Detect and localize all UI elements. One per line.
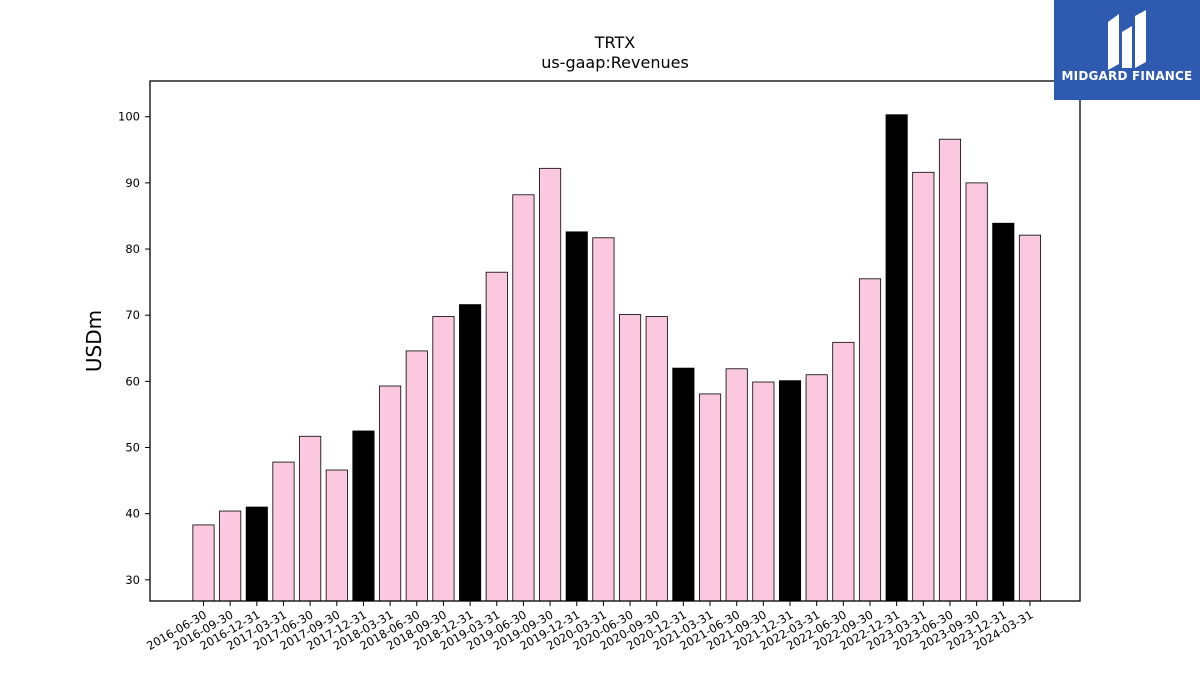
plot-frame	[149, 80, 1081, 602]
bar-2018-06-30	[405, 350, 428, 602]
bar-2023-09-30	[965, 182, 988, 602]
bar-2017-09-30	[325, 469, 348, 602]
bar-2020-06-30	[619, 314, 642, 602]
bar-2019-09-30	[539, 167, 562, 602]
bars-group	[192, 114, 1042, 602]
bar-2024-03-31	[1018, 234, 1042, 602]
bar-2021-03-31	[698, 393, 722, 602]
bar-2019-06-30	[512, 194, 535, 602]
y-tick-label: 30	[125, 573, 140, 587]
bar-2023-06-30	[938, 138, 962, 602]
bar-2016-12-31	[245, 506, 268, 602]
y-tick-label: 100	[118, 110, 140, 124]
y-tick-label: 60	[125, 374, 140, 388]
bar-2019-12-31	[565, 231, 588, 602]
bar-2022-03-31	[805, 374, 828, 602]
chart-title: TRTX	[594, 33, 636, 52]
bar-2017-12-31	[352, 430, 375, 602]
bar-2020-12-31	[672, 367, 695, 602]
y-tick-label: 70	[125, 308, 140, 322]
chart-subtitle: us-gaap:Revenues	[541, 53, 689, 72]
brand-logo: MIDGARD FINANCE	[1054, 0, 1200, 100]
bar-2016-06-30	[192, 524, 215, 602]
bar-2023-03-31	[912, 171, 935, 602]
bar-2016-09-30	[219, 510, 242, 602]
y-tick-label: 40	[125, 507, 140, 521]
bar-2020-03-31	[592, 237, 615, 602]
bar-2022-06-30	[832, 341, 855, 602]
bar-2023-12-31	[992, 222, 1015, 602]
bar-2018-03-31	[379, 385, 402, 602]
y-ticks-group: 30 40 50 60 70 80 90 100	[118, 110, 150, 587]
x-ticks-group: 2016-06-302016-09-302016-12-312017-03-31…	[144, 601, 1035, 653]
bar-2020-09-30	[645, 316, 668, 602]
bar-2017-06-30	[299, 435, 322, 602]
y-tick-label: 80	[125, 242, 140, 256]
bar-2021-06-30	[725, 368, 748, 602]
bar-2021-09-30	[752, 381, 775, 602]
bar-2022-12-31	[885, 114, 908, 602]
y-axis-label: USDm	[82, 310, 106, 372]
bar-2021-12-31	[778, 380, 802, 602]
y-tick-label: 90	[125, 176, 140, 190]
bar-2019-03-31	[485, 271, 508, 602]
bar-2018-09-30	[432, 316, 455, 602]
midgard-logo-icon	[1108, 10, 1146, 70]
bar-2022-09-30	[858, 278, 882, 602]
brand-name: MIDGARD FINANCE	[1061, 69, 1193, 83]
bar-2017-03-31	[272, 461, 295, 602]
y-tick-label: 50	[125, 441, 140, 455]
bar-2018-12-31	[459, 304, 482, 602]
